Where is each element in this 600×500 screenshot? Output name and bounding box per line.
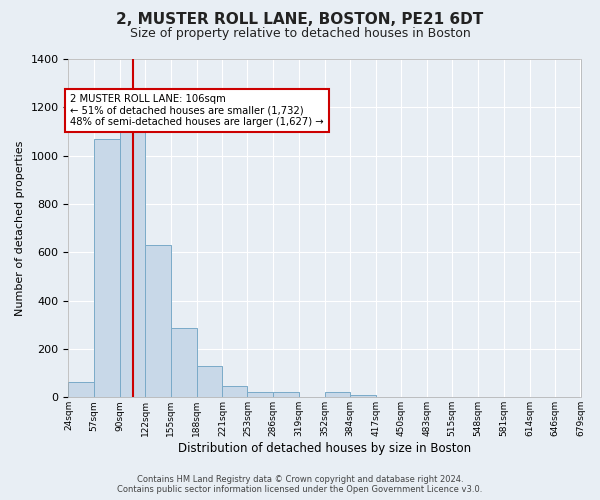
Bar bbox=[68, 382, 94, 398]
Text: Contains HM Land Registry data © Crown copyright and database right 2024.
Contai: Contains HM Land Registry data © Crown c… bbox=[118, 474, 482, 494]
X-axis label: Distribution of detached houses by size in Boston: Distribution of detached houses by size … bbox=[178, 442, 471, 455]
Text: 2 MUSTER ROLL LANE: 106sqm
← 51% of detached houses are smaller (1,732)
48% of s: 2 MUSTER ROLL LANE: 106sqm ← 51% of deta… bbox=[70, 94, 323, 127]
Text: Size of property relative to detached houses in Boston: Size of property relative to detached ho… bbox=[130, 28, 470, 40]
Bar bbox=[223, 386, 247, 398]
Bar bbox=[325, 392, 350, 398]
Bar bbox=[273, 392, 299, 398]
Bar bbox=[145, 245, 171, 398]
Bar bbox=[350, 395, 376, 398]
Bar bbox=[120, 117, 145, 398]
Y-axis label: Number of detached properties: Number of detached properties bbox=[15, 140, 25, 316]
Bar bbox=[197, 366, 223, 398]
Bar bbox=[247, 392, 273, 398]
Text: 2, MUSTER ROLL LANE, BOSTON, PE21 6DT: 2, MUSTER ROLL LANE, BOSTON, PE21 6DT bbox=[116, 12, 484, 28]
Bar bbox=[94, 138, 120, 398]
Bar bbox=[171, 328, 197, 398]
